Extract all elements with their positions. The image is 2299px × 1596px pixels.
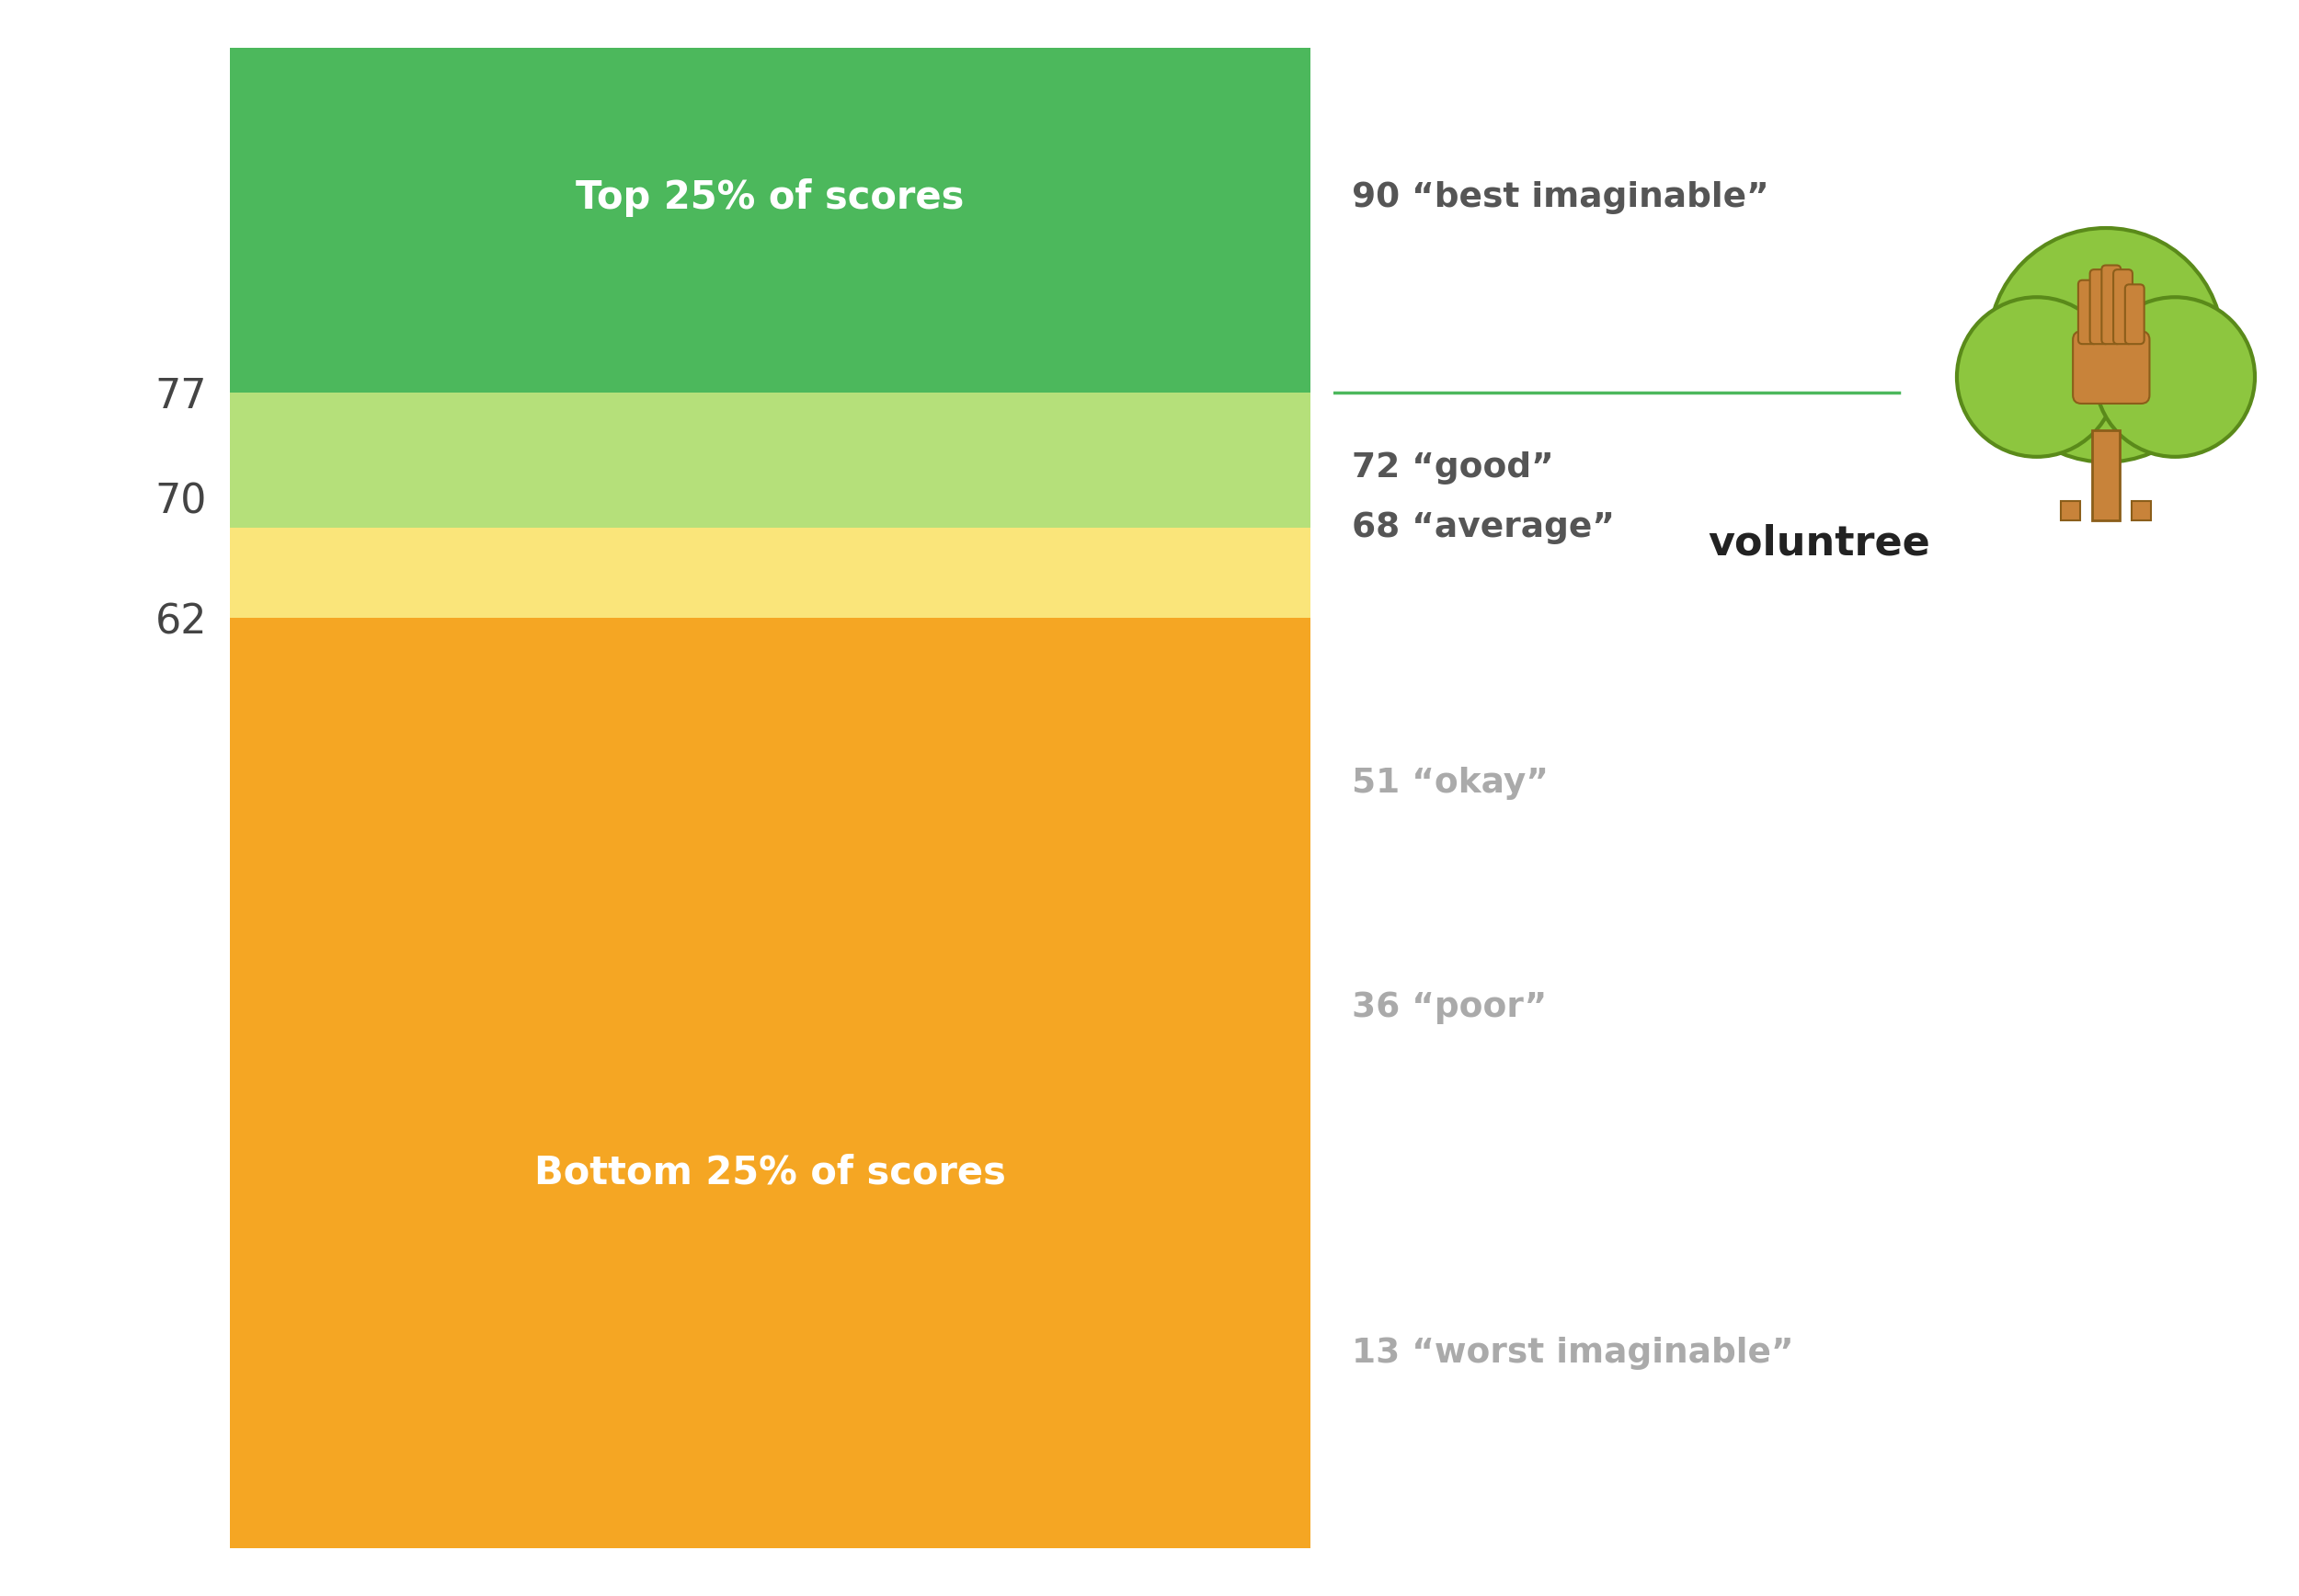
Bar	[2062, 501, 2081, 520]
Circle shape	[1956, 297, 2117, 456]
Bar	[230, 528, 1310, 618]
FancyBboxPatch shape	[2074, 332, 2150, 404]
FancyBboxPatch shape	[2101, 265, 2120, 345]
Text: 72 “good”: 72 “good”	[1352, 452, 1554, 485]
Bar	[230, 48, 1310, 393]
Text: 36 “poor”: 36 “poor”	[1352, 991, 1547, 1025]
Text: Bottom 25% of scores: Bottom 25% of scores	[533, 1154, 1007, 1192]
Text: Top 25% of scores: Top 25% of scores	[577, 179, 963, 217]
Text: 13 “worst imaginable”: 13 “worst imaginable”	[1352, 1336, 1793, 1369]
Bar	[230, 393, 1310, 528]
Bar	[230, 618, 1310, 1548]
Text: 51 “okay”: 51 “okay”	[1352, 766, 1550, 800]
Text: voluntree: voluntree	[1708, 523, 1931, 563]
FancyBboxPatch shape	[2078, 281, 2097, 345]
FancyBboxPatch shape	[2090, 270, 2108, 345]
FancyBboxPatch shape	[2124, 284, 2145, 345]
Text: 90 “best imaginable”: 90 “best imaginable”	[1352, 182, 1770, 214]
Bar	[2131, 501, 2150, 520]
Circle shape	[1989, 228, 2223, 463]
Text: 68 “average”: 68 “average”	[1352, 511, 1616, 544]
FancyBboxPatch shape	[2113, 270, 2133, 345]
Bar	[2092, 431, 2120, 520]
Circle shape	[2094, 297, 2255, 456]
